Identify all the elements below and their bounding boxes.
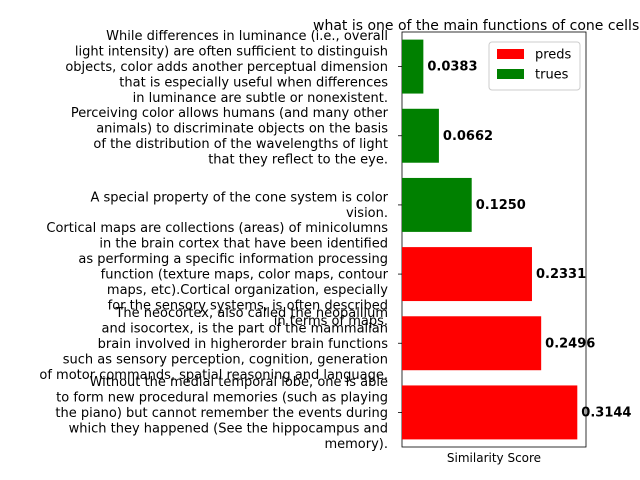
legend-swatch-preds: [497, 49, 524, 59]
plot-area: 0.3144 0.2496 0.2331 0.1250 0.0662 0.0383 Wit…: [39, 29, 631, 452]
legend-label-trues: trues: [535, 68, 569, 83]
bar-preds-0: [402, 385, 578, 440]
y-tick-label-line: the piano) but cannot remember the event…: [55, 406, 388, 421]
y-tick-label-line: to form new procedural memories (such as…: [56, 390, 388, 405]
y-tick-label-line: such as sensory perception, cognition, g…: [63, 352, 388, 367]
y-tick-label-line: vision.: [346, 206, 388, 221]
bar-value-label: 0.0662: [443, 129, 493, 144]
y-tick-label-line: Perceiving color allows humans (and many…: [71, 106, 389, 121]
bar-value-label: 0.0383: [427, 60, 477, 75]
legend-items: preds trues: [497, 48, 572, 83]
y-tick-label-line: light intensity) are often sufficient to…: [75, 45, 388, 60]
bar-preds-1: [402, 316, 542, 371]
y-ticks-group: Without the medial temporal lobe, one is…: [39, 29, 402, 452]
y-tick-label-line: in the brain cortex that have been ident…: [99, 237, 388, 252]
legend-label-preds: preds: [535, 48, 572, 63]
y-tick-label-line: A special property of the cone system is…: [90, 191, 388, 206]
y-tick-label-line: in luminance are subtle or nonexistent.: [133, 91, 388, 106]
plot-frame: [401, 31, 587, 448]
bar-value-label: 0.3144: [581, 405, 631, 420]
bar-value-label: 0.1250: [476, 198, 526, 213]
bar-trues-5: [402, 39, 424, 94]
bar-value-label: 0.2331: [536, 267, 586, 282]
y-tick-label-line: that is especially useful when differenc…: [119, 76, 388, 91]
y-tick-label-line: for the sensory systems, is often descri…: [108, 299, 388, 314]
y-tick-label-line: as performing a specific information pro…: [78, 252, 388, 267]
value-labels-group: 0.3144 0.2496 0.2331 0.1250 0.0662 0.0383: [427, 60, 631, 421]
y-tick-label-line: maps, etc).Cortical organization, especi…: [107, 283, 388, 298]
chart-title: what is one of the main functions of con…: [313, 18, 640, 34]
y-tick-label-line: and isocortex, is the part of the mammal…: [102, 321, 388, 336]
y-tick-label-line: brain involved in higherorder brain func…: [98, 337, 389, 352]
y-tick-label-line: objects, color adds another perceptual d…: [65, 60, 388, 75]
bar-preds-2: [402, 247, 532, 302]
y-tick-label-line: The neocortex, also called the neopalliu…: [114, 306, 388, 321]
y-tick-label-line: of motor commands, spatial reasoning and…: [39, 368, 388, 383]
y-tick-label-line: that they reflect to the eye.: [208, 153, 388, 168]
legend-swatch-trues: [497, 69, 524, 79]
y-tick-label-line: in terms of maps.: [274, 314, 388, 329]
x-axis-label: Similarity Score: [447, 451, 541, 465]
bars-group: [402, 39, 578, 440]
y-tick-label-line: While differences in luminance (i.e., ov…: [106, 29, 388, 44]
bar-trues-4: [402, 108, 439, 163]
y-tick-label-line: of the distribution of the wavelengths o…: [93, 137, 388, 152]
y-tick-label-line: memory).: [324, 437, 388, 452]
y-tick-label-line: function (texture maps, color maps, cont…: [101, 268, 389, 283]
y-tick-label-line: Cortical maps are collections (areas) of…: [46, 221, 388, 236]
bar-trues-3: [402, 177, 472, 232]
y-tick-label-line: animals) to discriminate objects on the …: [96, 122, 388, 137]
bar-value-label: 0.2496: [545, 336, 595, 351]
y-tick-label-line: Without the medial temporal lobe, one is…: [90, 375, 388, 390]
legend: preds trues: [488, 41, 581, 91]
y-tick-label-line: which they happened (See the hippocampus…: [69, 421, 388, 436]
